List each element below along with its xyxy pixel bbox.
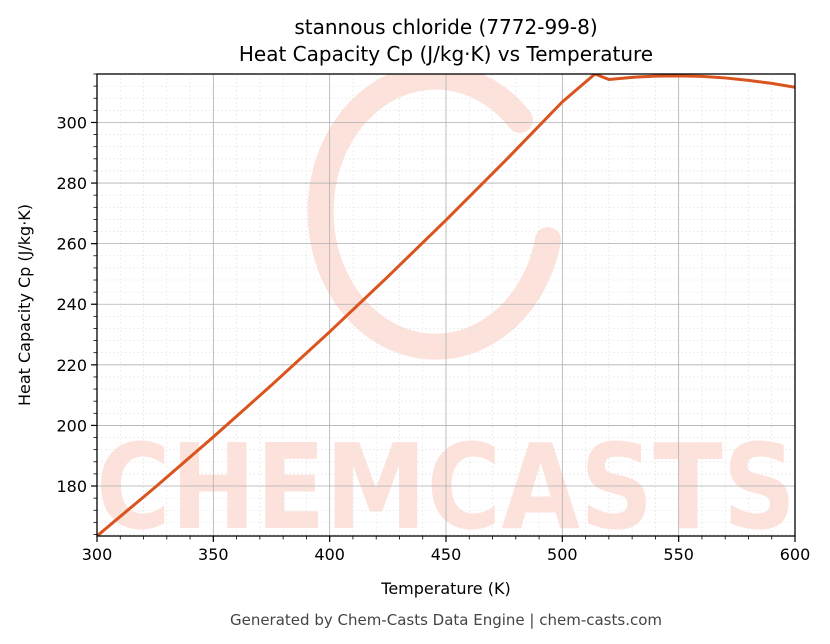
x-tick-label: 350	[198, 545, 229, 564]
x-tick-label: 500	[547, 545, 578, 564]
x-tick-label: 300	[82, 545, 113, 564]
chart-title: stannous chloride (7772-99-8)	[294, 15, 597, 39]
y-tick-label: 200	[56, 416, 87, 435]
y-tick-label: 240	[56, 295, 87, 314]
y-tick-label: 180	[56, 477, 87, 496]
chart-subtitle: Heat Capacity Cp (J/kg·K) vs Temperature	[239, 42, 653, 66]
x-tick-label: 400	[314, 545, 345, 564]
x-tick-label: 450	[431, 545, 462, 564]
y-tick-label: 300	[56, 113, 87, 132]
x-tick-label: 550	[663, 545, 694, 564]
y-tick-labels: 180 200 220 240 260 280 300	[56, 113, 87, 496]
y-tick-label: 280	[56, 174, 87, 193]
y-tick-label: 260	[56, 235, 87, 254]
plot-frame	[96, 73, 796, 537]
footer-credit: Generated by Chem-Casts Data Engine | ch…	[230, 611, 662, 629]
watermark-logo-ring	[307, 74, 561, 360]
x-axis-label: Temperature (K)	[380, 579, 510, 598]
y-axis-label: Heat Capacity Cp (J/kg·K)	[15, 204, 34, 406]
x-tick-labels: 300 350 400 450 500 550 600	[82, 545, 811, 564]
x-tick-label: 600	[780, 545, 811, 564]
y-tick-label: 220	[56, 356, 87, 375]
series-line	[97, 74, 795, 536]
